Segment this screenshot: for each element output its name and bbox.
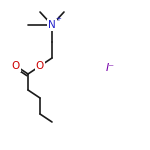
Text: I⁻: I⁻ (105, 63, 115, 73)
Text: O: O (36, 61, 44, 71)
Text: O: O (12, 61, 20, 71)
Text: N: N (48, 20, 56, 30)
Text: +: + (56, 16, 61, 22)
